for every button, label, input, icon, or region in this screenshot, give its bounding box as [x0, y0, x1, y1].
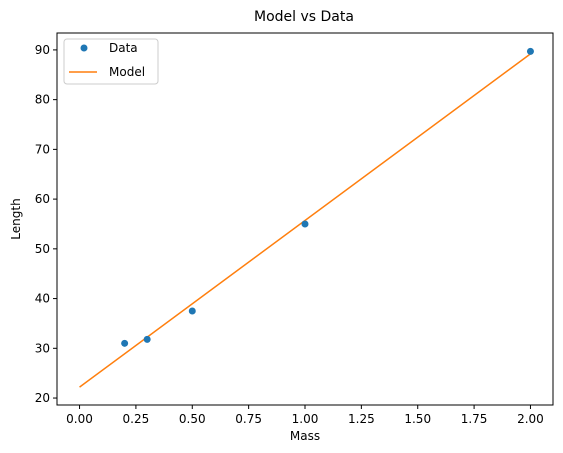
y-tick-label: 20 [35, 391, 50, 405]
x-tick-label: 0.25 [123, 412, 150, 426]
chart-title: Model vs Data [254, 9, 354, 25]
data-point [121, 339, 129, 347]
x-tick-label: 1.50 [404, 412, 431, 426]
y-tick-label: 40 [35, 292, 50, 306]
y-tick-label: 90 [35, 43, 50, 57]
y-tick-label: 50 [35, 242, 50, 256]
x-axis-label: Mass [290, 429, 320, 443]
y-axis-label: Length [9, 198, 23, 239]
x-tick-label: 0.50 [179, 412, 206, 426]
data-point [188, 307, 196, 315]
data-point [143, 335, 151, 343]
x-tick-label: 1.25 [348, 412, 375, 426]
y-axis: 20 30 40 50 60 70 80 90 [35, 43, 57, 405]
x-tick-label: 0.75 [235, 412, 262, 426]
y-tick-label: 60 [35, 192, 50, 206]
y-tick-label: 80 [35, 93, 50, 107]
x-tick-label: 1.00 [292, 412, 319, 426]
x-tick-label: 1.75 [461, 412, 488, 426]
legend-label-data: Data [109, 41, 138, 55]
y-tick-label: 70 [35, 142, 50, 156]
x-tick-label: 2.00 [517, 412, 544, 426]
data-point [526, 47, 534, 55]
legend-marker-data [80, 44, 88, 52]
legend: Data Model [63, 38, 159, 85]
x-tick-label: 0.00 [66, 412, 93, 426]
x-axis: 0.00 0.25 0.50 0.75 1.00 1.25 1.50 1.75 2.00 [66, 405, 544, 426]
data-point [301, 220, 309, 228]
y-tick-label: 30 [35, 341, 50, 355]
plot-area [79, 47, 534, 388]
legend-label-model: Model [109, 65, 145, 79]
